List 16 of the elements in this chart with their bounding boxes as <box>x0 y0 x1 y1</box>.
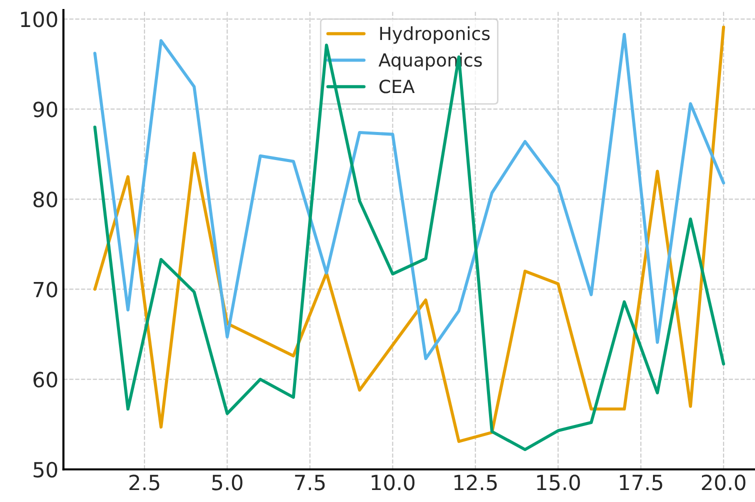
x-tick-label: 2.5 <box>129 474 160 490</box>
x-tick-label: 12.5 <box>454 474 497 490</box>
y-tick-label: 60 <box>34 372 58 388</box>
x-tick-label: 15.0 <box>537 474 580 490</box>
x-tick-label: 5.0 <box>212 474 242 490</box>
x-tick-label: 20.0 <box>702 474 746 490</box>
legend-label: Hydroponics <box>380 26 490 44</box>
y-tick-label: 80 <box>33 192 58 208</box>
y-tick-label: 50 <box>34 462 58 478</box>
x-tick-label: 10.0 <box>372 474 414 490</box>
x-tick-label: 17.5 <box>620 474 662 490</box>
y-tick-label: 90 <box>33 102 58 118</box>
legend-label: CEA <box>379 80 415 94</box>
y-tick-label: 70 <box>34 282 58 298</box>
x-tick-label: 7.5 <box>295 474 325 490</box>
y-tick-label: 100 <box>21 12 58 28</box>
